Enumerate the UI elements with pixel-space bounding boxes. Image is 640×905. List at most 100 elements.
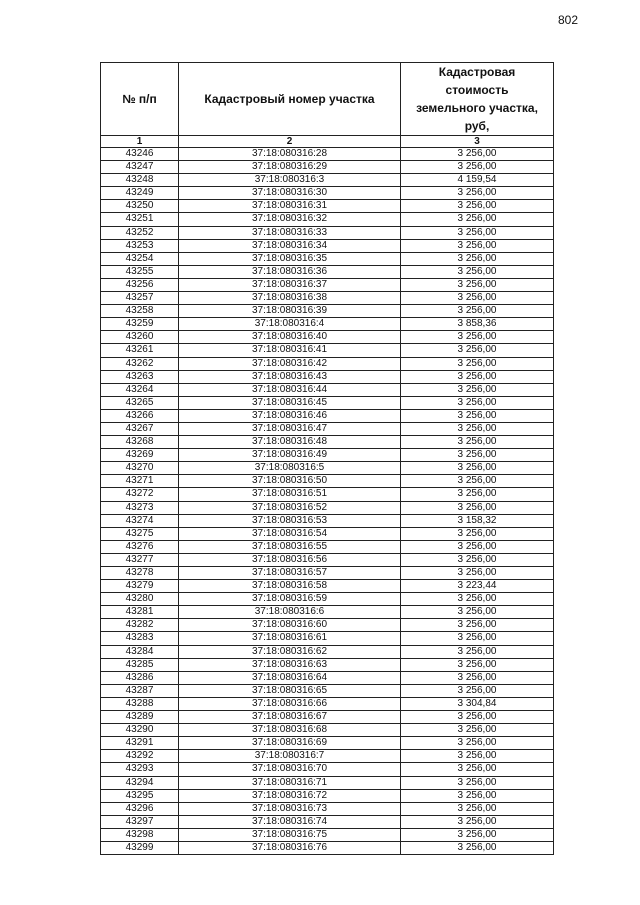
row-number-cell: 43253 <box>100 238 179 253</box>
row-number-cell: 43269 <box>100 448 179 463</box>
cadastral-number-cell: 37:18:080316:56 <box>178 552 401 568</box>
table-row: 43294 37:18:080316:71 3 256,00 <box>100 775 554 790</box>
cadastral-value-cell: 3 256,00 <box>400 710 554 725</box>
table-row: 43279 37:18:080316:58 3 223,44 <box>100 579 554 594</box>
table-row: 43276 37:18:080316:55 3 256,00 <box>100 539 554 554</box>
row-number-cell: 43270 <box>100 461 179 476</box>
table-row: 43281 37:18:080316:6 3 256,00 <box>100 605 554 620</box>
table-row: 43264 37:18:080316:44 3 256,00 <box>100 382 554 397</box>
cadastral-number-cell: 37:18:080316:50 <box>178 474 401 489</box>
row-number-cell: 43287 <box>100 683 179 698</box>
cadastral-number-cell: 37:18:080316:62 <box>178 644 401 659</box>
cadastral-value-cell: 3 256,00 <box>400 487 554 502</box>
row-number-cell: 43294 <box>100 775 179 790</box>
table-row: 43284 37:18:080316:62 3 256,00 <box>100 644 554 659</box>
row-number-cell: 43293 <box>100 762 179 777</box>
cadastral-number-cell: 37:18:080316:67 <box>178 710 401 725</box>
cadastral-value-cell: 3 256,00 <box>400 657 554 672</box>
row-number-cell: 43279 <box>100 579 179 594</box>
cadastral-value-cell: 3 256,00 <box>400 723 554 738</box>
row-number-cell: 43284 <box>100 644 179 659</box>
cadastral-number-cell: 37:18:080316:47 <box>178 421 401 437</box>
row-number-cell: 43280 <box>100 592 179 607</box>
cadastral-value-cell: 3 256,00 <box>400 670 554 685</box>
cadastral-value-cell: 3 256,00 <box>400 788 554 803</box>
row-number-cell: 43271 <box>100 474 179 489</box>
cadastral-value-cell: 3 256,00 <box>400 369 554 384</box>
table-row: 43271 37:18:080316:50 3 256,00 <box>100 474 554 489</box>
cadastral-number-cell: 37:18:080316:69 <box>178 736 401 751</box>
row-number-cell: 43275 <box>100 526 179 541</box>
table-row: 43282 37:18:080316:60 3 256,00 <box>100 618 554 633</box>
table-row: 43266 37:18:080316:46 3 256,00 <box>100 408 554 423</box>
row-number-cell: 43282 <box>100 618 179 633</box>
cadastral-number-cell: 37:18:080316:3 <box>178 173 401 188</box>
cadastral-number-cell: 37:18:080316:45 <box>178 395 401 410</box>
row-number-cell: 43289 <box>100 710 179 725</box>
cadastral-number-cell: 37:18:080316:60 <box>178 618 401 633</box>
table-row: 43269 37:18:080316:49 3 256,00 <box>100 448 554 463</box>
cadastral-value-cell: 3 256,00 <box>400 304 554 319</box>
table-row: 43263 37:18:080316:43 3 256,00 <box>100 369 554 384</box>
cadastral-number-cell: 37:18:080316:49 <box>178 448 401 463</box>
row-number-cell: 43292 <box>100 749 179 764</box>
cadastral-number-cell: 37:18:080316:5 <box>178 461 401 476</box>
cadastral-value-cell: 3 256,00 <box>400 565 554 581</box>
table-row: 43296 37:18:080316:73 3 256,00 <box>100 801 554 816</box>
row-number-cell: 43251 <box>100 212 179 227</box>
row-number-cell: 43264 <box>100 382 179 397</box>
table-row: 43268 37:18:080316:48 3 256,00 <box>100 435 554 450</box>
cadastral-number-cell: 37:18:080316:33 <box>178 225 401 240</box>
row-number-cell: 43254 <box>100 251 179 266</box>
cadastral-number-cell: 37:18:080316:43 <box>178 369 401 384</box>
column-number: 2 <box>178 135 401 148</box>
cadastral-number-cell: 37:18:080316:64 <box>178 670 401 685</box>
cadastral-table: № п/п Кадастровый номер участка Кадастро… <box>100 62 554 856</box>
table-row: 43265 37:18:080316:45 3 256,00 <box>100 395 554 410</box>
row-number-cell: 43258 <box>100 304 179 319</box>
cadastral-number-cell: 37:18:080316:39 <box>178 304 401 319</box>
cadastral-value-cell: 3 256,00 <box>400 277 554 293</box>
table-row: 43246 37:18:080316:28 3 256,00 <box>100 146 554 162</box>
row-number-cell: 43291 <box>100 736 179 751</box>
cadastral-number-cell: 37:18:080316:41 <box>178 343 401 358</box>
cadastral-value-cell: 3 256,00 <box>400 801 554 816</box>
row-number-cell: 43283 <box>100 631 179 646</box>
cadastral-value-cell: 3 256,00 <box>400 526 554 541</box>
cadastral-number-cell: 37:18:080316:44 <box>178 382 401 397</box>
cadastral-value-cell: 3 256,00 <box>400 644 554 659</box>
cadastral-number-cell: 37:18:080316:58 <box>178 579 401 594</box>
cadastral-value-cell: 3 256,00 <box>400 356 554 371</box>
row-number-cell: 43247 <box>100 160 179 175</box>
cadastral-value-cell: 3 256,00 <box>400 605 554 620</box>
table-row: 43280 37:18:080316:59 3 256,00 <box>100 592 554 607</box>
cadastral-number-cell: 37:18:080316:74 <box>178 814 401 829</box>
table-row: 43259 37:18:080316:4 3 858,36 <box>100 317 554 332</box>
cadastral-number-cell: 37:18:080316:42 <box>178 356 401 371</box>
cadastral-number-cell: 37:18:080316:57 <box>178 565 401 581</box>
row-number-cell: 43285 <box>100 657 179 672</box>
cadastral-value-cell: 3 256,00 <box>400 500 554 515</box>
cadastral-number-cell: 37:18:080316:37 <box>178 277 401 293</box>
cadastral-value-cell: 3 158,32 <box>400 513 554 528</box>
table-row: 43273 37:18:080316:52 3 256,00 <box>100 500 554 515</box>
cadastral-value-cell: 3 256,00 <box>400 474 554 489</box>
header-cadastral-number: Кадастровый номер участка <box>178 62 401 136</box>
cadastral-value-cell: 3 256,00 <box>400 435 554 450</box>
cadastral-value-cell: 3 256,00 <box>400 840 554 856</box>
table-row: 43255 37:18:080316:36 3 256,00 <box>100 264 554 279</box>
row-number-cell: 43266 <box>100 408 179 423</box>
row-number-cell: 43276 <box>100 539 179 554</box>
table-row: 43291 37:18:080316:69 3 256,00 <box>100 736 554 751</box>
table-row: 43252 37:18:080316:33 3 256,00 <box>100 225 554 240</box>
table-row: 43250 37:18:080316:31 3 256,00 <box>100 199 554 214</box>
cadastral-number-cell: 37:18:080316:65 <box>178 683 401 698</box>
cadastral-number-cell: 37:18:080316:70 <box>178 762 401 777</box>
row-number-cell: 43260 <box>100 330 179 345</box>
cadastral-value-cell: 3 256,00 <box>400 539 554 554</box>
row-number-cell: 43263 <box>100 369 179 384</box>
cadastral-number-cell: 37:18:080316:40 <box>178 330 401 345</box>
header-number: № п/п <box>100 62 179 136</box>
cadastral-value-cell: 3 256,00 <box>400 814 554 829</box>
table-row: 43258 37:18:080316:39 3 256,00 <box>100 304 554 319</box>
